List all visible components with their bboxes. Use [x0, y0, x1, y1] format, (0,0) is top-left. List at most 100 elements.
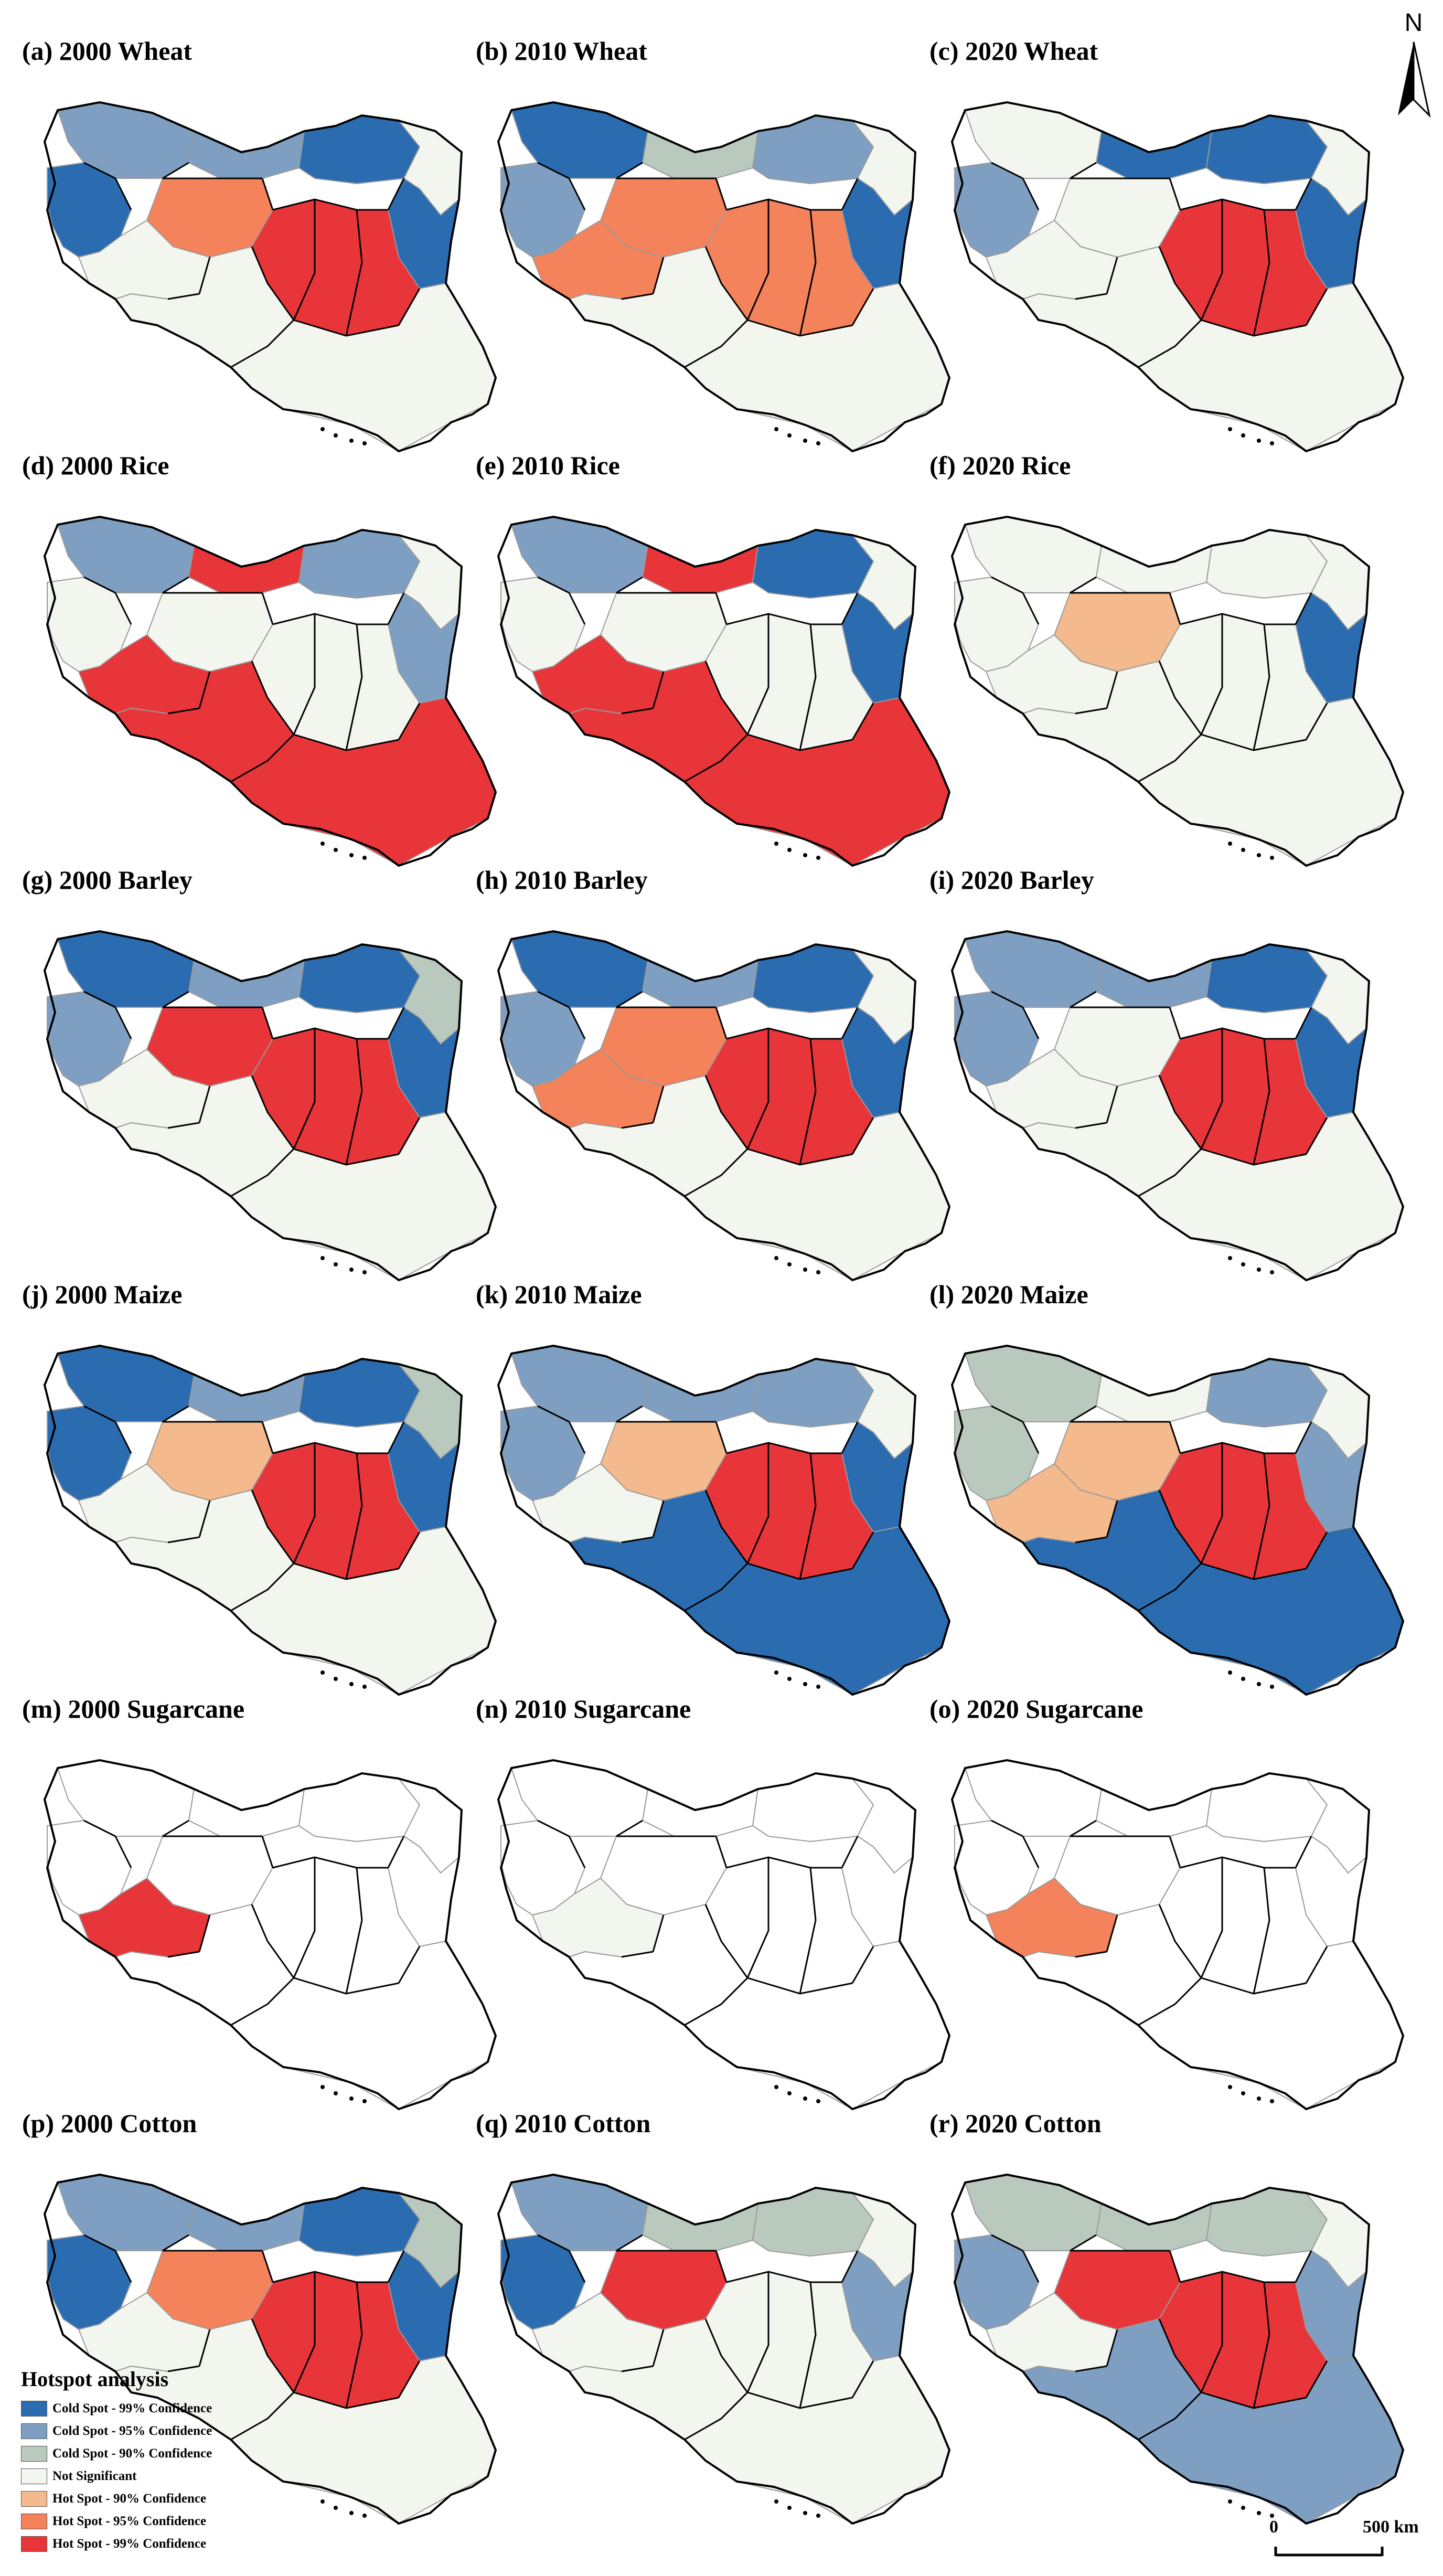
province-boundary: [1295, 2250, 1312, 2283]
province-boundary: [652, 671, 665, 709]
province-boundary: [1200, 199, 1223, 321]
province-boundary: [83, 162, 116, 179]
province-boundary: [114, 1421, 132, 1454]
legend-item: Hot Spot - 90% Confidence: [21, 2487, 315, 2510]
map-cotton2000: [43, 2173, 497, 2525]
map-maize2000: [43, 1344, 497, 1696]
province-boundary: [616, 991, 643, 1008]
province-boundary: [398, 1531, 421, 1569]
panel-title: (c) 2020 Wheat: [929, 36, 1098, 66]
province-boundary: [230, 2391, 295, 2441]
province-boundary: [198, 671, 211, 709]
province-boundary: [167, 707, 200, 715]
legend-swatch: [21, 2536, 47, 2552]
province-boundary: [715, 1836, 728, 1868]
island-marker: [1257, 2511, 1261, 2515]
island-marker: [362, 2514, 367, 2518]
province-boundary: [616, 162, 643, 179]
province-boundary: [715, 1007, 728, 1039]
province-boundary: [272, 198, 388, 211]
province-boundary: [1253, 209, 1270, 336]
province-boundary: [799, 209, 817, 336]
province-boundary: [652, 2329, 665, 2367]
province-boundary: [841, 592, 859, 625]
province-boundary: [387, 178, 405, 210]
country-boundary: [950, 1344, 1405, 1696]
province-boundary: [272, 1856, 388, 1869]
province-boundary: [1169, 592, 1181, 625]
province-boundary: [167, 1536, 200, 1544]
island-marker: [1257, 853, 1261, 857]
province-boundary: [1169, 1007, 1181, 1039]
legend-title: Hotspot analysis: [21, 2367, 169, 2391]
zone-n2-c99: [1205, 943, 1328, 1014]
province-boundary: [991, 162, 1023, 179]
legend-item: Cold Spot - 99% Confidence: [21, 2397, 315, 2420]
province-boundary: [704, 661, 749, 735]
island-marker: [816, 2099, 820, 2103]
province-boundary: [261, 2250, 274, 2283]
island-marker: [362, 1270, 367, 1274]
legend-item: Hot Spot - 99% Confidence: [21, 2532, 315, 2555]
province-boundary: [198, 257, 211, 294]
province-boundary: [991, 1819, 1023, 1837]
zone-n2-c99: [752, 529, 874, 599]
island-marker: [787, 1262, 792, 1266]
province-boundary: [704, 1075, 749, 1149]
province-boundary: [198, 1085, 211, 1123]
legend-swatch: [21, 2468, 47, 2484]
province-boundary: [114, 592, 132, 625]
province-boundary: [293, 1857, 316, 1978]
province-boundary: [1075, 1122, 1107, 1129]
country-boundary: [950, 515, 1405, 867]
island-marker: [787, 1677, 792, 1681]
island-marker: [1270, 1270, 1274, 1274]
province-boundary: [198, 2329, 211, 2367]
province-boundary: [684, 1977, 749, 2026]
province-boundary: [568, 178, 586, 210]
province-boundary: [1106, 257, 1118, 294]
legend-label: Hot Spot - 99% Confidence: [52, 2536, 207, 2551]
province-boundary: [851, 1531, 874, 1569]
island-marker: [320, 1256, 325, 1260]
island-marker: [816, 856, 820, 860]
province-boundary: [114, 1007, 132, 1039]
island-marker: [320, 2499, 325, 2504]
province-boundary: [1138, 319, 1202, 368]
map-rice2000: [43, 515, 497, 867]
province-boundary: [616, 1405, 643, 1423]
map-barley2020: [950, 930, 1405, 1282]
country-boundary: [497, 1759, 951, 2111]
province-boundary: [684, 1148, 749, 1197]
legend-swatch: [21, 2423, 47, 2439]
country-boundary: [497, 2173, 951, 2525]
island-marker: [1228, 2085, 1232, 2089]
province-boundary: [230, 1562, 295, 1612]
panel-title: (j) 2000 Maize: [22, 1280, 183, 1309]
province-boundary: [1295, 178, 1312, 210]
province-boundary: [851, 2360, 874, 2398]
island-marker: [1228, 1256, 1232, 1260]
province-boundary: [1305, 1117, 1328, 1155]
island-marker: [1228, 427, 1232, 431]
province-boundary: [261, 1007, 274, 1039]
island-marker: [816, 1685, 820, 1689]
province-boundary: [568, 1007, 586, 1039]
zone-n2-c99: [298, 943, 421, 1014]
island-marker: [774, 427, 778, 431]
province-boundary: [715, 178, 728, 210]
province-boundary: [1158, 1489, 1202, 1564]
island-marker: [349, 2511, 354, 2515]
province-boundary: [1200, 1028, 1223, 1149]
zone-n2-c99: [298, 114, 421, 185]
province-boundary: [1169, 1836, 1181, 1868]
province-boundary: [621, 1536, 654, 1544]
panel-title: (a) 2000 Wheat: [22, 36, 193, 66]
island-marker: [1270, 856, 1274, 860]
island-marker: [816, 1270, 820, 1274]
island-marker: [787, 433, 792, 438]
panel-title: (q) 2010 Cotton: [476, 2109, 651, 2138]
zone-n2-c95: [298, 529, 421, 599]
panel-title: (d) 2000 Rice: [22, 451, 169, 480]
